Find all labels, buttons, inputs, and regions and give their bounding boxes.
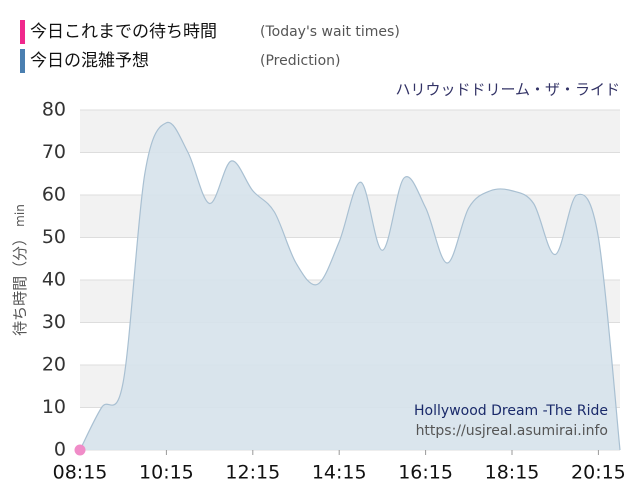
legend-sublabel: (Today's wait times)	[260, 24, 400, 40]
legend-label: 今日これまでの待ち時間	[30, 22, 217, 42]
chart-title: ハリウッドドリーム・ザ・ライド	[395, 81, 620, 99]
x-tick-label: 16:15	[398, 462, 453, 484]
y-tick-label: 80	[42, 99, 66, 121]
y-tick-label: 50	[42, 226, 66, 248]
y-tick-label: 60	[42, 184, 66, 206]
x-tick-label: 20:15	[571, 462, 626, 484]
point	[74, 444, 86, 456]
legend-sublabel: (Prediction)	[260, 53, 340, 69]
y-tick-label: 0	[54, 439, 66, 461]
y-tick-label: 40	[42, 269, 66, 291]
x-tick-label: 10:15	[139, 462, 194, 484]
y-tick-label: 20	[42, 354, 66, 376]
y-unit: min	[13, 204, 27, 227]
area-line	[79, 121, 621, 451]
legend-swatch	[20, 49, 25, 73]
x-tick-label: 18:15	[485, 462, 540, 484]
watermark-title: Hollywood Dream -The Ride	[414, 403, 608, 419]
x-tick-label: 12:15	[225, 462, 280, 484]
y-tick-label: 30	[42, 311, 66, 333]
area-fill	[80, 122, 620, 451]
y-tick-label: 10	[42, 396, 66, 418]
y-tick-label: 70	[42, 141, 66, 163]
legend-label: 今日の混雑予想	[30, 51, 149, 71]
y-label: 待ち時間（分）	[11, 231, 29, 336]
x-tick-label: 08:15	[53, 462, 108, 484]
legend-swatch	[20, 20, 25, 44]
y-axis-label: 待ち時間（分） min	[11, 204, 29, 336]
watermark-url: https://usjreal.asumirai.info	[416, 423, 608, 439]
x-tick-label: 14:15	[312, 462, 367, 484]
